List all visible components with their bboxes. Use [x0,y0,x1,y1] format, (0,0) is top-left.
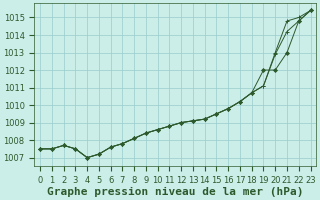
X-axis label: Graphe pression niveau de la mer (hPa): Graphe pression niveau de la mer (hPa) [47,186,304,197]
